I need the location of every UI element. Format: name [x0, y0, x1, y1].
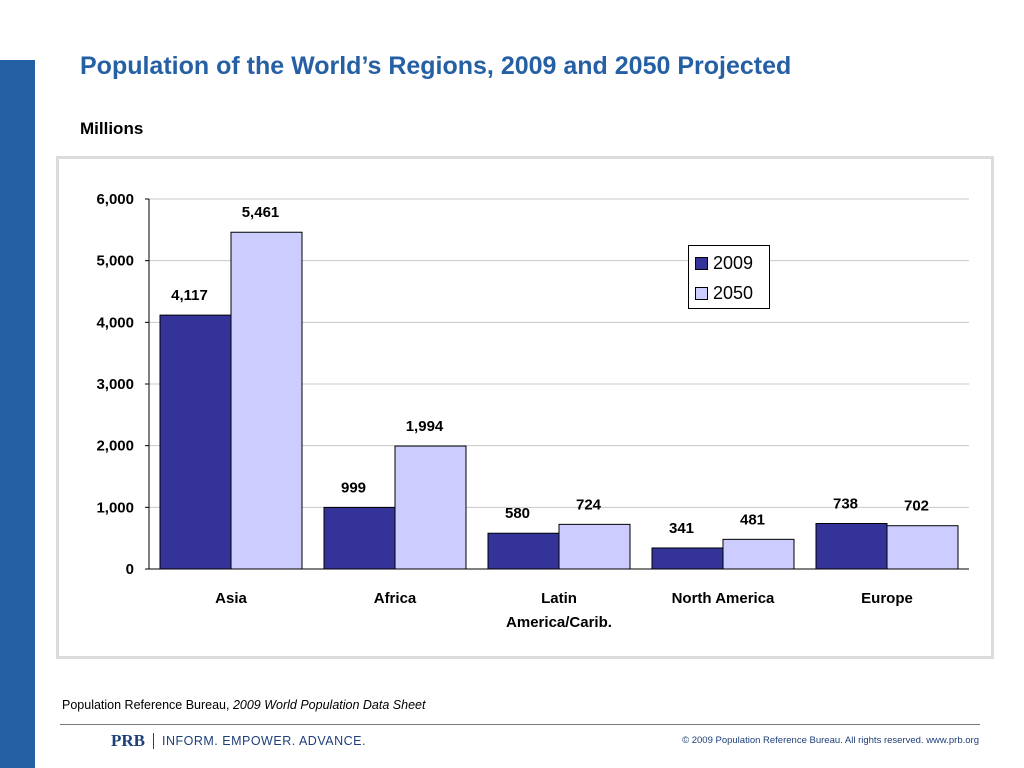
data-label: 481 [740, 511, 765, 528]
tagline: INFORM. EMPOWER. ADVANCE. [162, 734, 366, 748]
bar-2050 [230, 231, 303, 570]
bar-2050 [722, 538, 795, 570]
data-label: 702 [904, 498, 929, 515]
y-tick-label: 5,000 [96, 253, 134, 270]
x-tick-label: North America [672, 590, 775, 607]
data-label: 738 [833, 495, 858, 512]
legend-swatch-2050 [695, 286, 708, 300]
chart-legend: 2009 2050 [688, 245, 770, 309]
y-tick-label: 6,000 [96, 191, 134, 208]
data-label: 1,994 [406, 418, 444, 435]
bar-2009 [815, 522, 888, 570]
prb-logo: PRB [111, 731, 145, 750]
data-label: 5,461 [242, 204, 280, 221]
logo-separator [153, 733, 154, 749]
footer-divider [60, 724, 980, 725]
units-label: Millions [80, 119, 144, 138]
legend-label-2009: 2009 [713, 252, 754, 273]
x-tick-label: America/Carib. [506, 614, 612, 631]
bar-chart: 0 1,000 2,000 3,000 4,000 5,000 6,000 4,117 5,46… [96, 191, 969, 631]
chart-frame: 0 1,000 2,000 3,000 4,000 5,000 6,000 4,117 5,46… [56, 156, 994, 659]
data-label: 580 [505, 505, 530, 522]
footer-logo: PRB INFORM. EMPOWER. ADVANCE. [111, 731, 366, 751]
bar-2009 [651, 547, 724, 570]
source-prefix: Population Reference Bureau, [62, 698, 233, 712]
copyright-text: © 2009 Population Reference Bureau. All … [682, 735, 979, 746]
x-tick-label: Europe [861, 590, 913, 607]
x-tick-label: Asia [215, 590, 247, 607]
page-title: Population of the World’s Regions, 2009 … [80, 52, 792, 80]
bar-2009 [487, 532, 560, 570]
legend-item-2009: 2009 [695, 252, 753, 274]
side-accent-bar [0, 60, 35, 768]
legend-label-2050: 2050 [713, 282, 754, 303]
y-tick-label: 0 [126, 561, 134, 578]
legend-swatch-2009 [695, 256, 708, 270]
bar-2009 [159, 314, 232, 570]
y-tick-label: 2,000 [96, 438, 134, 455]
x-tick-label: Africa [374, 590, 417, 607]
x-tick-label: Latin [541, 590, 577, 607]
data-label: 724 [576, 496, 602, 513]
bar-2050 [558, 523, 631, 570]
bar-2009 [323, 506, 396, 570]
bar-2050 [394, 445, 467, 570]
y-tick-label: 4,000 [96, 314, 134, 331]
source-note: Population Reference Bureau, 2009 World … [62, 698, 425, 712]
data-label: 4,117 [171, 287, 208, 304]
data-label: 999 [341, 479, 366, 496]
legend-item-2050: 2050 [695, 282, 753, 304]
bar-2050 [886, 525, 959, 570]
y-tick-label: 3,000 [96, 376, 134, 393]
source-title: 2009 World Population Data Sheet [232, 698, 426, 712]
y-tick-label: 1,000 [96, 499, 134, 516]
data-label: 341 [669, 520, 694, 537]
